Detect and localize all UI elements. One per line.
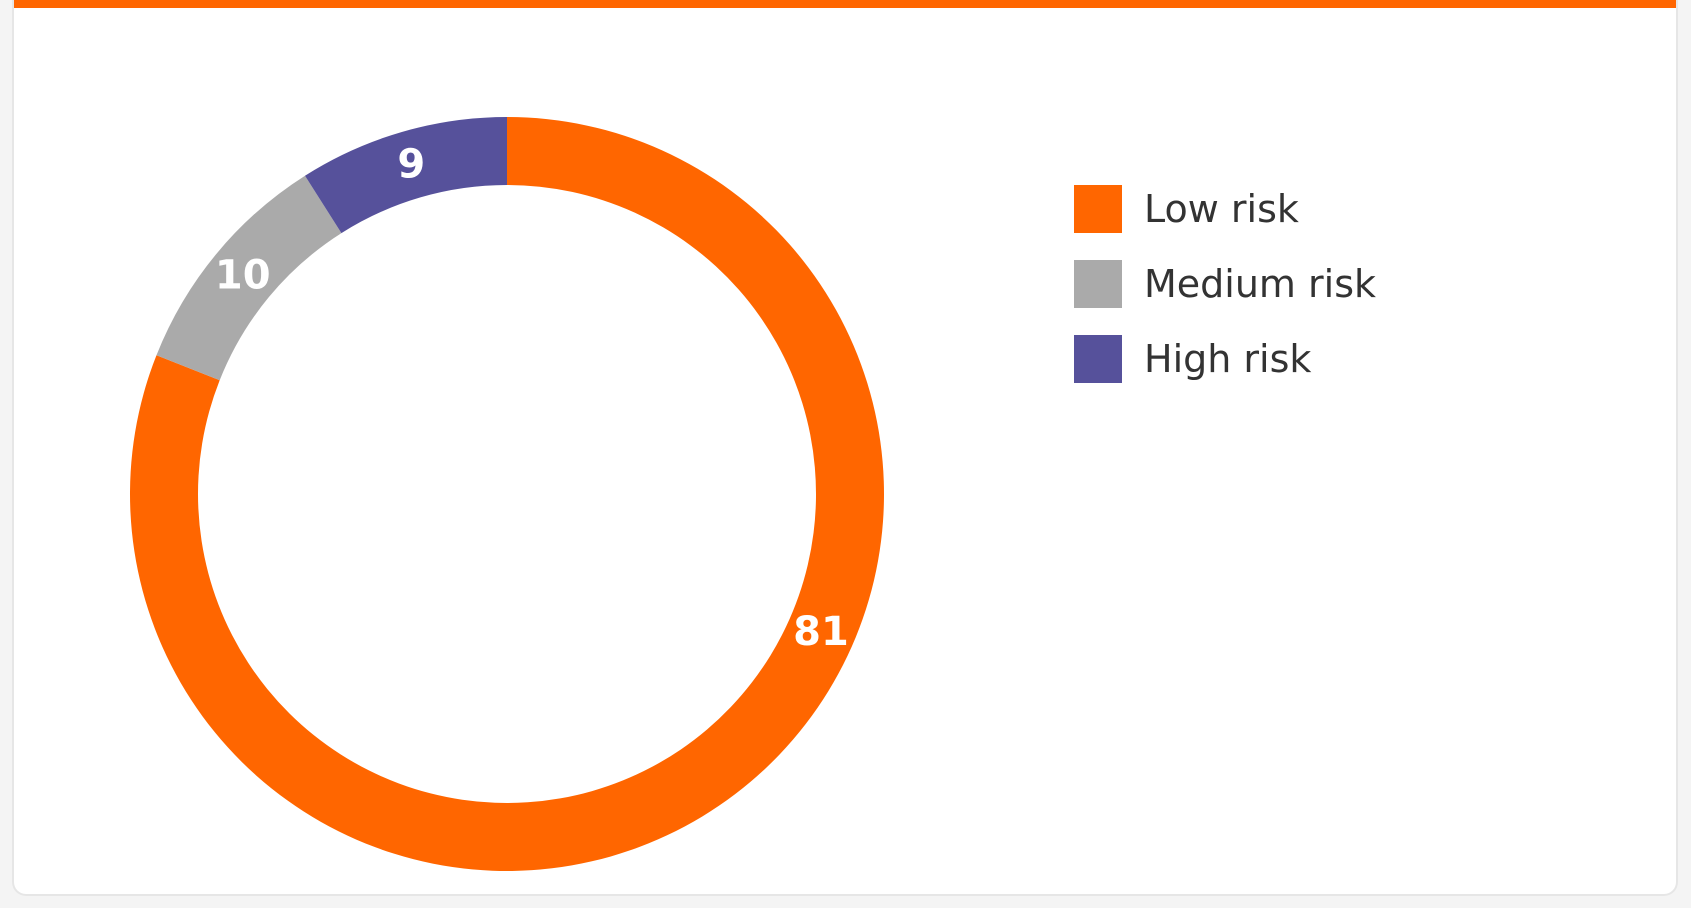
legend-label-low-risk: Low risk — [1144, 187, 1299, 231]
legend-swatch-medium-risk — [1074, 260, 1122, 308]
legend-swatch-low-risk — [1074, 185, 1122, 233]
data-label-high-risk: 9 — [397, 142, 425, 188]
legend-item-low-risk[interactable]: Low risk — [1074, 185, 1376, 233]
legend-label-high-risk: High risk — [1144, 337, 1311, 381]
legend-item-high-risk[interactable]: High risk — [1074, 335, 1376, 383]
donut-chart: 81 10 9 — [14, 0, 1014, 896]
chart-legend: Low risk Medium risk High risk — [1074, 185, 1376, 410]
data-label-medium-risk: 10 — [215, 252, 271, 298]
legend-item-medium-risk[interactable]: Medium risk — [1074, 260, 1376, 308]
legend-swatch-high-risk — [1074, 335, 1122, 383]
chart-card: 81 10 9 Low risk Medium risk High risk — [12, 0, 1678, 896]
data-label-low-risk: 81 — [793, 609, 849, 655]
legend-label-medium-risk: Medium risk — [1144, 262, 1376, 306]
